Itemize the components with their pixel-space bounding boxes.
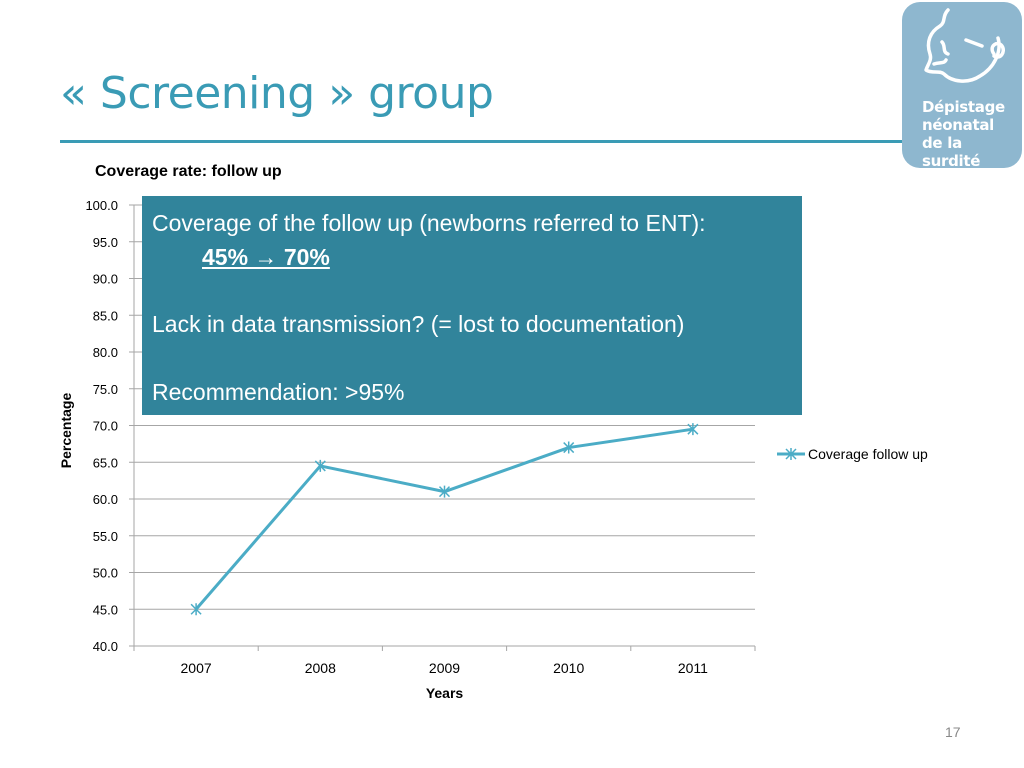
logo-line: de la surdité (922, 134, 981, 170)
x-tick-label: 2008 (305, 660, 336, 676)
y-tick-label: 60.0 (93, 492, 118, 507)
y-tick-label: 90.0 (93, 272, 118, 287)
x-tick-label: 2010 (553, 660, 584, 676)
y-tick-label: 55.0 (93, 529, 118, 544)
data-point (314, 459, 326, 472)
data-point (563, 441, 575, 454)
x-tick-label: 2009 (429, 660, 460, 676)
y-tick-label: 85.0 (93, 308, 118, 323)
page-number: 17 (945, 724, 961, 740)
y-tick-label: 80.0 (93, 345, 118, 360)
data-point (438, 485, 451, 498)
y-axis-label: Percentage (58, 393, 74, 469)
coverage-change: 45% → 70% (202, 244, 330, 270)
logo-line: néonatal (922, 116, 994, 134)
y-tick-label: 75.0 (93, 382, 118, 397)
data-point (687, 423, 699, 436)
callout-line-transmission: Lack in data transmission? (= lost to do… (152, 311, 685, 337)
legend-label: Coverage follow up (808, 446, 928, 462)
series-line (194, 427, 694, 611)
title-divider (60, 140, 905, 143)
callout-line-coverage: Coverage of the follow up (newborns refe… (152, 210, 706, 236)
y-tick-label: 50.0 (93, 566, 118, 581)
data-point (190, 603, 202, 616)
x-tick-label: 2011 (678, 660, 708, 676)
logo-line: Dépistage (922, 98, 1005, 116)
y-tick-label: 40.0 (93, 639, 118, 654)
chart-title: Coverage rate: follow up (95, 163, 282, 180)
callout-box: Coverage of the follow up (newborns refe… (142, 196, 802, 415)
logo-text: Dépistage néonatal de la surdité (922, 98, 1022, 170)
y-tick-label: 100.0 (85, 198, 118, 213)
x-axis-label: Years (426, 685, 464, 701)
y-tick-label: 95.0 (93, 235, 118, 250)
y-tick-label: 45.0 (93, 602, 118, 617)
y-tick-label: 70.0 (93, 419, 118, 434)
baby-ear-icon (924, 8, 1006, 83)
y-tick-label: 65.0 (93, 455, 118, 470)
legend-marker (785, 448, 797, 460)
slide-title: « Screening » group (60, 68, 494, 119)
x-tick-label: 2007 (181, 660, 212, 676)
logo: Dépistage néonatal de la surdité (902, 2, 1022, 170)
callout-line-recommendation: Recommendation: >95% (152, 379, 405, 405)
